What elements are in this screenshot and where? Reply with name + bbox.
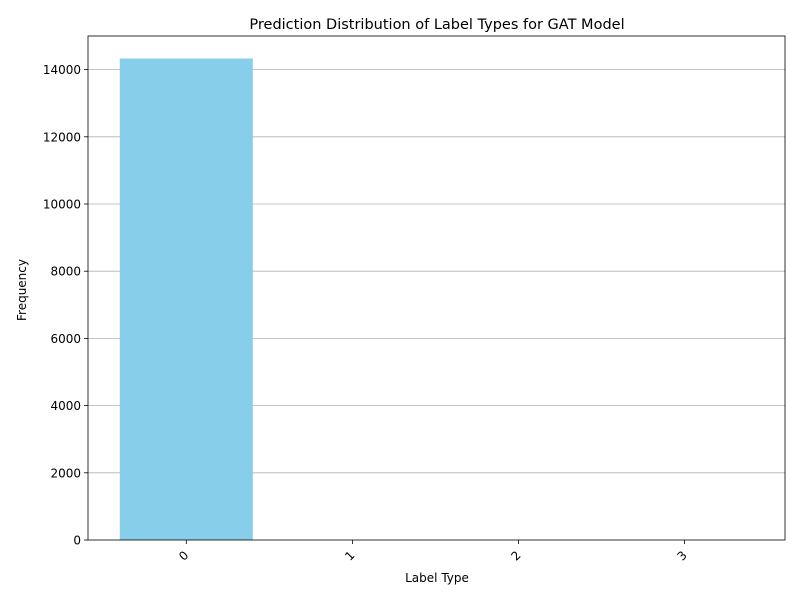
- y-tick-label: 10000: [43, 198, 81, 212]
- bars: [119, 58, 253, 541]
- plot-frame: [87, 35, 786, 541]
- y-tick-label: 12000: [43, 130, 81, 144]
- y-tick-label: 0: [73, 534, 81, 548]
- y-axis-label: Frequency: [15, 259, 29, 321]
- x-axis-label: Label Type: [405, 571, 469, 585]
- y-tick-label: 8000: [50, 265, 81, 279]
- y-axis-ticks: 0 2000 4000 6000 8000 10000 12000 14000: [43, 63, 88, 548]
- y-tick-label: 4000: [50, 399, 81, 413]
- y-tick-label: 14000: [43, 63, 81, 77]
- y-tick-label: 6000: [50, 332, 81, 346]
- chart-title: Prediction Distribution of Label Types f…: [249, 17, 624, 33]
- y-tick-label: 2000: [50, 466, 81, 480]
- bar-0: [119, 58, 253, 541]
- axes-frame: [87, 35, 786, 541]
